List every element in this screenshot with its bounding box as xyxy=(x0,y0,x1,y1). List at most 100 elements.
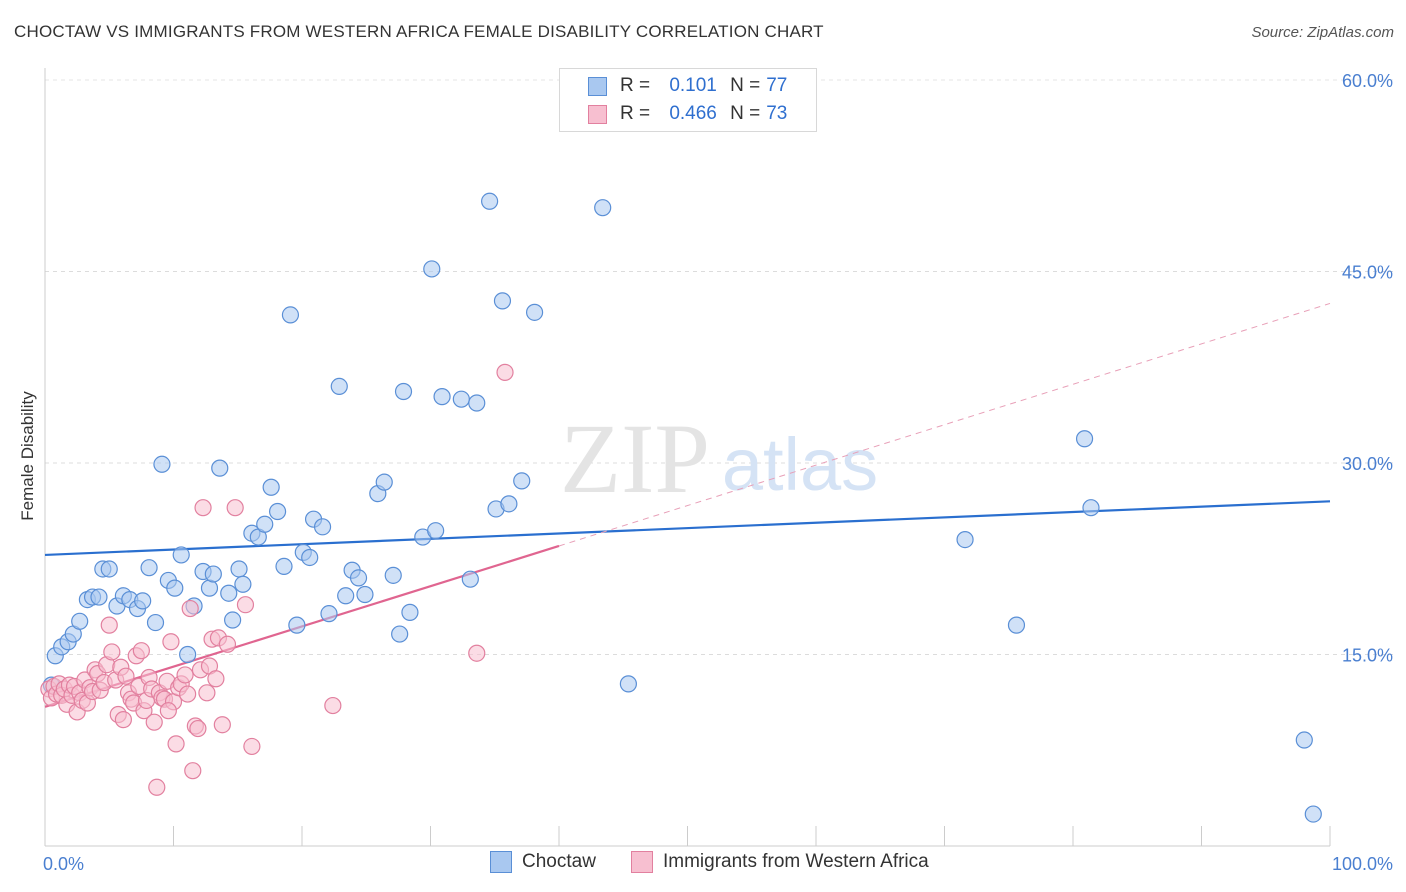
legend-swatch-choctaw xyxy=(588,76,607,96)
legend-n-label: N = xyxy=(730,75,761,96)
choctaw-point xyxy=(275,557,293,576)
legend-swatch-western-africa xyxy=(588,104,607,124)
choctaw-point xyxy=(375,473,393,491)
choctaw-point xyxy=(1304,805,1322,823)
choctaw-point xyxy=(90,588,108,606)
western-africa-point xyxy=(496,363,514,381)
choctaw-point xyxy=(230,560,248,578)
choctaw-point xyxy=(427,522,445,540)
choctaw-point xyxy=(153,455,171,473)
western-africa-point xyxy=(243,737,261,756)
western-africa-point xyxy=(132,642,150,660)
choctaw-point xyxy=(146,613,165,632)
western-africa-point xyxy=(207,670,225,688)
western-africa-point xyxy=(145,713,163,731)
y-tick-label: 45.0% xyxy=(1342,263,1393,283)
choctaw-point xyxy=(211,459,229,477)
choctaw-point xyxy=(1007,616,1026,634)
choctaw-point xyxy=(461,570,479,588)
western-africa-point xyxy=(176,666,194,684)
choctaw-point xyxy=(301,548,319,567)
choctaw-point xyxy=(256,515,274,533)
choctaw-point xyxy=(100,560,118,578)
choctaw-point xyxy=(71,612,89,630)
western-africa-point xyxy=(179,685,197,703)
western-africa-point xyxy=(117,667,135,685)
choctaw-point xyxy=(391,625,409,643)
choctaw-point xyxy=(200,579,219,597)
legend-n-label: N = xyxy=(730,103,761,124)
choctaw-point xyxy=(433,388,451,406)
y-axis-label: Female Disability xyxy=(18,391,37,521)
western-africa-point xyxy=(181,599,199,618)
choctaw-point xyxy=(525,303,544,321)
legend-r-label: R = xyxy=(620,75,651,96)
western-africa-point xyxy=(226,499,244,517)
choctaw-point xyxy=(330,377,348,395)
watermark: ZIP atlas xyxy=(560,403,878,514)
choctaw-point xyxy=(493,292,512,310)
choctaw-point xyxy=(224,611,242,629)
choctaw-point xyxy=(313,518,332,536)
choctaw-point xyxy=(268,502,287,521)
western-africa-point xyxy=(468,644,486,662)
choctaw-point xyxy=(140,559,158,577)
western-africa-point xyxy=(148,778,166,796)
western-africa-point xyxy=(114,711,132,729)
western-africa-point xyxy=(218,635,237,653)
choctaw-point xyxy=(204,565,222,583)
choctaw-point xyxy=(452,390,470,408)
choctaw-point xyxy=(384,566,402,584)
bottom-legend-label-choctaw: Choctaw xyxy=(522,851,596,872)
x-tick-label: 0.0% xyxy=(43,854,84,874)
axes xyxy=(44,68,1331,847)
choctaw-point xyxy=(394,382,413,401)
watermark-zip: ZIP xyxy=(560,403,710,514)
legend-n-value: 73 xyxy=(766,103,788,124)
western-africa-trend-extension xyxy=(558,302,1331,547)
choctaw-point xyxy=(134,592,152,610)
tick-labels: 15.0% 30.0% 45.0% 60.0% 0.0% 100.0% xyxy=(43,71,1393,874)
bottom-legend-western-africa: Immigrants from Western Africa xyxy=(631,851,929,873)
western-africa-point xyxy=(198,684,216,702)
legend-n-value: 77 xyxy=(766,75,788,96)
choctaw-point xyxy=(288,616,306,634)
choctaw-point xyxy=(234,575,252,593)
choctaw-trend-line xyxy=(44,500,1331,557)
source-label: Source: ZipAtlas.com xyxy=(1251,24,1394,41)
legend-r-value: 0.101 xyxy=(669,75,717,96)
y-tick-label: 60.0% xyxy=(1342,71,1393,91)
x-tick-label: 100.0% xyxy=(1332,854,1393,874)
choctaw-point xyxy=(513,472,531,490)
bottom-legend-swatch-western-africa xyxy=(631,851,653,873)
correlation-legend: R = 0.101 N = 77 R = 0.466 N = 73 xyxy=(559,68,817,132)
western-africa-point xyxy=(103,643,121,661)
western-africa-point xyxy=(100,616,118,634)
choctaw-point xyxy=(172,546,190,564)
bottom-legend-label-western-africa: Immigrants from Western Africa xyxy=(663,851,929,872)
choctaw-point xyxy=(349,569,368,587)
choctaw-point xyxy=(356,585,374,604)
legend-row-western-africa: R = 0.466 N = 73 xyxy=(588,101,787,127)
western-africa-point xyxy=(184,762,202,780)
choctaw-point xyxy=(956,530,974,549)
choctaw-point xyxy=(166,579,184,597)
western-africa-point xyxy=(236,596,255,614)
western-africa-point xyxy=(194,499,212,517)
western-africa-point xyxy=(167,735,185,753)
legend-r-label: R = xyxy=(620,103,651,124)
y-tick-label: 30.0% xyxy=(1342,454,1393,474)
chart-title: CHOCTAW VS IMMIGRANTS FROM WESTERN AFRIC… xyxy=(14,22,824,41)
choctaw-point xyxy=(423,260,441,278)
watermark-atlas: atlas xyxy=(722,423,878,506)
choctaw-point xyxy=(619,675,637,693)
choctaw-point xyxy=(1075,430,1094,448)
choctaw-point xyxy=(594,199,612,217)
choctaw-point xyxy=(500,495,518,513)
choctaw-point xyxy=(481,192,499,210)
western-africa-point xyxy=(213,716,231,734)
legend-r-value: 0.466 xyxy=(669,103,717,124)
data-points xyxy=(40,192,1322,823)
choctaw-point xyxy=(1295,731,1313,749)
